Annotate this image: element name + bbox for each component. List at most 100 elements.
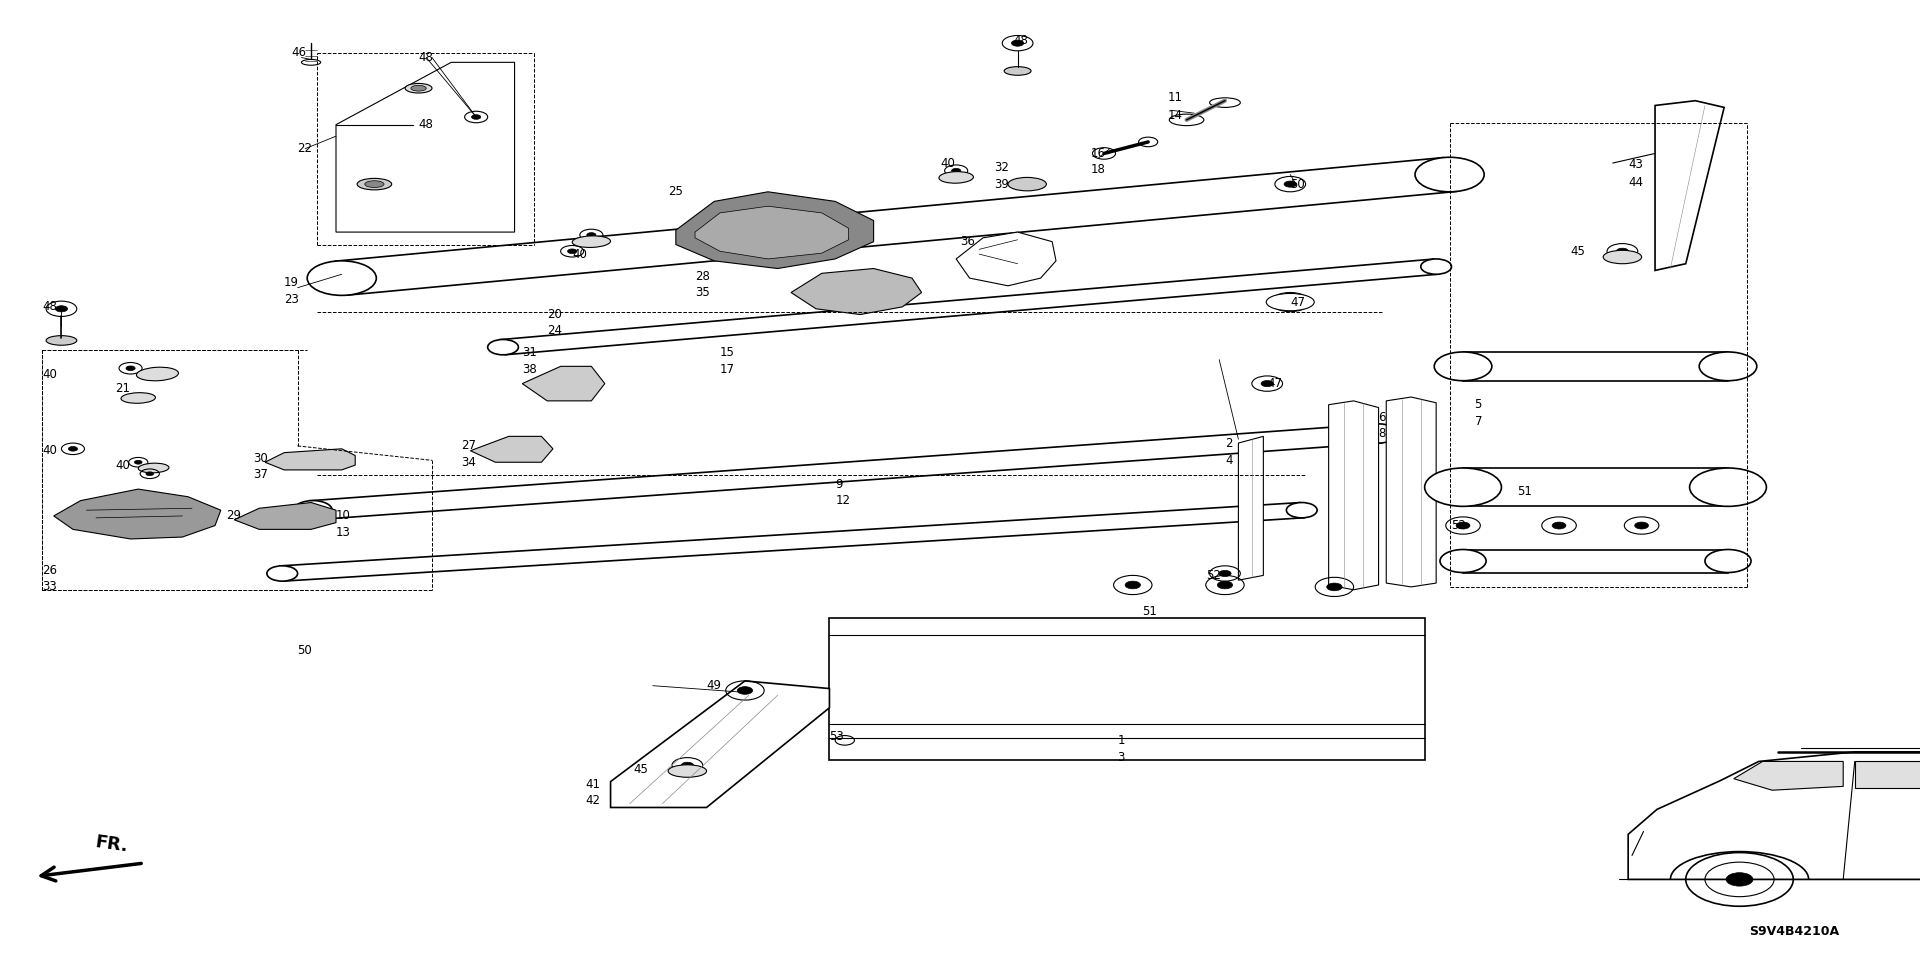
Ellipse shape: [1699, 352, 1757, 381]
Ellipse shape: [365, 180, 384, 188]
Text: 37: 37: [253, 468, 269, 481]
Circle shape: [1219, 571, 1231, 576]
Polygon shape: [676, 192, 874, 269]
Ellipse shape: [1092, 148, 1116, 159]
Ellipse shape: [1169, 114, 1204, 126]
Circle shape: [568, 249, 576, 253]
Ellipse shape: [572, 236, 611, 247]
Ellipse shape: [1425, 468, 1501, 506]
Text: 1: 1: [1117, 734, 1125, 747]
Text: 47: 47: [1267, 377, 1283, 390]
Ellipse shape: [488, 339, 518, 355]
Ellipse shape: [138, 463, 169, 473]
Text: 52: 52: [1206, 569, 1221, 582]
Text: 40: 40: [42, 367, 58, 381]
Ellipse shape: [668, 765, 707, 777]
Text: 11: 11: [1167, 91, 1183, 105]
Text: 39: 39: [995, 177, 1010, 191]
Text: 19: 19: [284, 276, 300, 290]
Text: 48: 48: [419, 51, 434, 64]
Ellipse shape: [1434, 352, 1492, 381]
Text: 23: 23: [284, 292, 300, 306]
Polygon shape: [234, 503, 336, 529]
Ellipse shape: [411, 85, 426, 91]
Polygon shape: [1463, 550, 1728, 573]
Polygon shape: [1463, 352, 1728, 381]
Ellipse shape: [1421, 259, 1452, 274]
Polygon shape: [336, 157, 1455, 295]
Ellipse shape: [1415, 157, 1484, 192]
Text: 51: 51: [1142, 605, 1158, 619]
Ellipse shape: [121, 392, 156, 404]
Circle shape: [1283, 298, 1298, 306]
Text: 48: 48: [42, 300, 58, 314]
Polygon shape: [1855, 761, 1920, 788]
Text: 45: 45: [634, 762, 649, 776]
Polygon shape: [1463, 468, 1728, 506]
Polygon shape: [501, 259, 1438, 355]
Circle shape: [1726, 873, 1753, 886]
Polygon shape: [470, 436, 553, 462]
Circle shape: [737, 687, 753, 694]
Text: 48: 48: [419, 118, 434, 131]
Text: 8: 8: [1379, 427, 1386, 440]
Circle shape: [952, 169, 960, 173]
Ellipse shape: [1603, 250, 1642, 264]
Text: 5: 5: [1475, 398, 1482, 411]
Text: 38: 38: [522, 363, 538, 376]
Ellipse shape: [294, 501, 332, 520]
Text: 40: 40: [941, 156, 956, 170]
Ellipse shape: [307, 261, 376, 295]
Polygon shape: [1628, 752, 1920, 879]
Text: 46: 46: [292, 46, 307, 59]
Text: 36: 36: [960, 235, 975, 248]
Text: FR.: FR.: [94, 833, 129, 855]
Text: 27: 27: [461, 439, 476, 453]
Text: 26: 26: [42, 564, 58, 577]
Circle shape: [1551, 522, 1567, 529]
Ellipse shape: [267, 566, 298, 581]
Text: 22: 22: [298, 142, 313, 155]
Polygon shape: [695, 206, 849, 259]
Ellipse shape: [357, 178, 392, 190]
Text: 25: 25: [668, 185, 684, 199]
Text: 6: 6: [1379, 410, 1386, 424]
Ellipse shape: [1267, 293, 1313, 311]
Polygon shape: [791, 269, 922, 315]
Circle shape: [472, 115, 480, 119]
Ellipse shape: [1139, 137, 1158, 147]
Text: 42: 42: [586, 794, 601, 807]
Text: 33: 33: [42, 580, 58, 594]
Text: 4: 4: [1225, 454, 1233, 467]
Polygon shape: [1386, 397, 1436, 587]
Ellipse shape: [1359, 424, 1398, 443]
Circle shape: [1012, 40, 1023, 46]
Text: 31: 31: [522, 346, 538, 360]
Polygon shape: [280, 503, 1304, 581]
Ellipse shape: [136, 367, 179, 381]
Polygon shape: [1329, 401, 1379, 590]
Polygon shape: [1734, 761, 1843, 790]
Ellipse shape: [1440, 550, 1486, 573]
Circle shape: [1617, 248, 1628, 254]
Text: 47: 47: [1290, 295, 1306, 309]
Text: 30: 30: [253, 452, 269, 465]
Ellipse shape: [405, 83, 432, 93]
Circle shape: [1217, 581, 1233, 589]
Circle shape: [588, 233, 595, 237]
Text: 14: 14: [1167, 108, 1183, 122]
Polygon shape: [522, 366, 605, 401]
Text: 32: 32: [995, 161, 1010, 175]
Text: 50: 50: [1290, 177, 1306, 191]
Polygon shape: [1238, 436, 1263, 580]
Polygon shape: [1655, 101, 1724, 270]
Text: S9V4B4210A: S9V4B4210A: [1749, 924, 1839, 938]
Polygon shape: [611, 681, 829, 807]
Circle shape: [134, 460, 142, 464]
Text: 40: 40: [115, 458, 131, 472]
Text: 44: 44: [1628, 175, 1644, 189]
Circle shape: [56, 306, 67, 312]
Ellipse shape: [1705, 550, 1751, 573]
Text: 40: 40: [42, 444, 58, 457]
Text: 34: 34: [461, 456, 476, 469]
